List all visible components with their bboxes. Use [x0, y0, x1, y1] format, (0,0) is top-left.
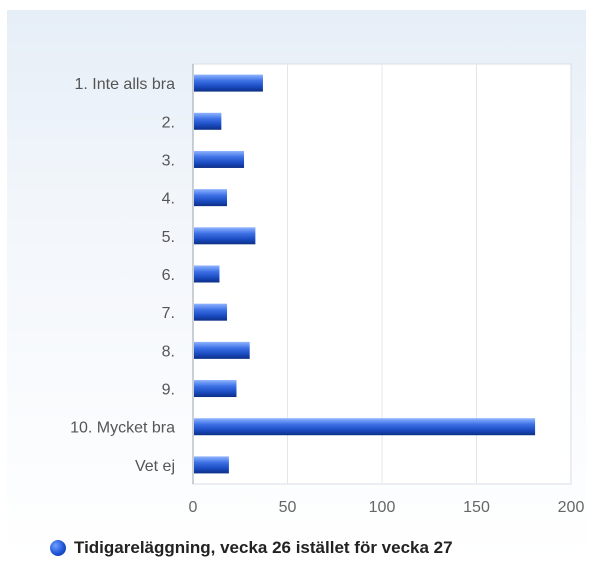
bar-3[interactable]	[194, 150, 245, 168]
y-tick-label-8: 8.	[162, 343, 175, 360]
y-tick-label-6: 6.	[162, 267, 175, 284]
y-tick-label-2: 2.	[162, 114, 175, 131]
bar-1[interactable]	[194, 74, 263, 92]
grid-lines	[192, 64, 477, 484]
bar-11[interactable]	[194, 456, 229, 474]
bar-2[interactable]	[194, 112, 222, 130]
x-tick-label-100: 100	[369, 499, 396, 516]
x-tick-label-0: 0	[189, 499, 198, 516]
bar-series	[194, 74, 536, 474]
bar-6[interactable]	[194, 265, 220, 283]
x-tick-label-150: 150	[463, 499, 490, 516]
y-tick-label-3: 3.	[162, 152, 175, 169]
legend: Tidigareläggning, vecka 26 istället för …	[50, 538, 453, 558]
legend-swatch	[50, 540, 66, 556]
x-tick-label-200: 200	[558, 499, 585, 516]
y-axis-labels: 1. Inte alls bra 2. 3. 4. 5. 6. 7. 8. 9. 10. Myck…	[70, 76, 175, 475]
y-tick-label-9: 9.	[162, 382, 175, 399]
bar-4[interactable]	[194, 189, 228, 207]
bar-8[interactable]	[194, 341, 250, 359]
legend-label: Tidigareläggning, vecka 26 istället för …	[74, 538, 453, 557]
bar-10[interactable]	[194, 418, 536, 436]
y-tick-label-10: 10. Mycket bra	[70, 420, 175, 437]
y-tick-label-7: 7.	[162, 305, 175, 322]
y-tick-label-11: Vet ej	[135, 458, 175, 475]
x-axis-labels: 0 50 100 150 200	[189, 499, 585, 516]
y-tick-label-4: 4.	[162, 191, 175, 208]
bar-9[interactable]	[194, 380, 237, 398]
bar-7[interactable]	[194, 303, 228, 321]
bar-5[interactable]	[194, 227, 256, 245]
x-tick-label-50: 50	[279, 499, 297, 516]
y-tick-label-1: 1. Inte alls bra	[75, 76, 176, 93]
y-tick-label-5: 5.	[162, 229, 175, 246]
